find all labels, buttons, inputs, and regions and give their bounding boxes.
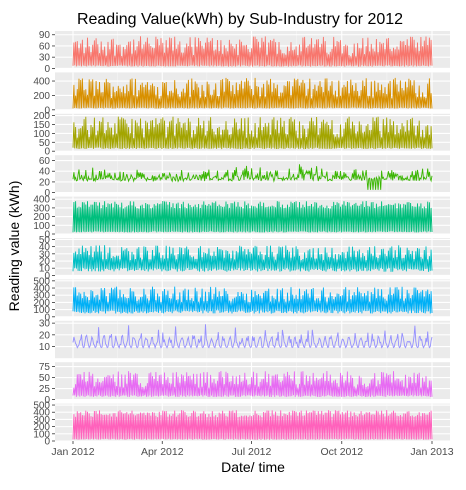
y-tick-label: 50 xyxy=(39,373,51,384)
y-tick-label: 20 xyxy=(39,330,51,341)
y-tick-label: 10 xyxy=(39,342,51,353)
y-tick-label: 40 xyxy=(39,167,51,178)
chart-title: Reading Value(kWh) by Sub-Industry for 2… xyxy=(77,11,403,28)
x-tick-label: Jan 2013 xyxy=(410,446,453,458)
x-tick-label: Oct 2012 xyxy=(320,446,363,458)
y-tick-label: 25 xyxy=(39,384,51,395)
x-axis-ticks: Jan 2012 Apr 2012 Jul 2012 Oct 2012 Jan 2013 xyxy=(51,441,453,458)
y-tick-label: 50 xyxy=(39,235,51,246)
y-tick-label: 500 xyxy=(33,276,50,287)
y-tick-label: 200 xyxy=(33,111,50,122)
y-tick-label: 400 xyxy=(33,77,50,88)
y-tick-label: 0 xyxy=(44,64,50,75)
y-tick-label: 400 xyxy=(33,195,50,206)
panels: 0306090020040005010015020002040600100200… xyxy=(33,30,450,447)
y-tick-label: 30 xyxy=(39,53,51,64)
y-tick-label: 90 xyxy=(39,30,51,41)
x-tick-label: Jul 2012 xyxy=(232,446,272,458)
y-tick-label: 60 xyxy=(39,41,51,52)
y-tick-label: 30 xyxy=(39,319,51,330)
y-tick-label: 60 xyxy=(39,156,51,167)
y-axis-label: Reading value (kWh) xyxy=(6,181,22,312)
x-axis-label: Date/ time xyxy=(221,459,285,475)
x-tick-label: Apr 2012 xyxy=(141,446,184,458)
y-tick-label: 20 xyxy=(39,177,51,188)
y-tick-label: 200 xyxy=(33,91,50,102)
y-tick-label: 500 xyxy=(33,401,50,412)
x-tick-label: Jan 2012 xyxy=(51,446,94,458)
y-tick-label: 75 xyxy=(39,362,51,373)
